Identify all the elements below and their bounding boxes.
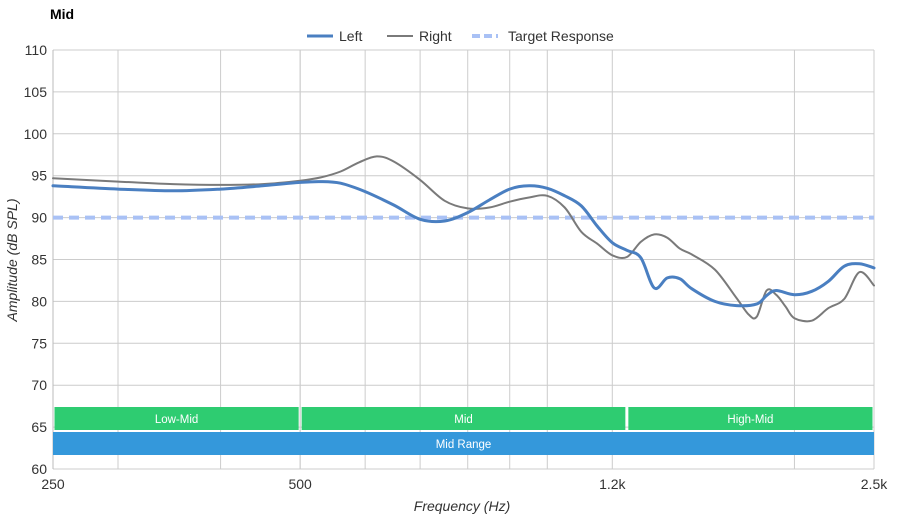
band-label: High-Mid [727, 414, 773, 426]
y-tick-label: 110 [25, 42, 48, 58]
y-tick-label: 75 [31, 335, 47, 351]
band-low-mid [54, 407, 299, 430]
axes: 60 65 70 75 80 85 90 95 100 105 110 250 500 1.2k 2.5k [24, 42, 889, 492]
x-tick-label: 250 [41, 476, 65, 492]
series-line-right [52, 155, 875, 323]
y-tick-label: 70 [31, 377, 47, 393]
legend: Left Right Target Response [307, 28, 614, 44]
y-tick-label: 95 [31, 168, 47, 184]
band-label: Low-Mid [155, 414, 198, 426]
y-tick-label: 60 [31, 461, 47, 477]
frequency-bands: Low-Mid Mid High-Mid Mid Range [53, 407, 874, 455]
chart-title: Mid [50, 6, 74, 22]
x-tick-label: 500 [288, 476, 312, 492]
band-label: Mid [454, 414, 473, 426]
x-tick-label: 2.5k [861, 476, 888, 492]
series-line-left [51, 180, 876, 308]
y-tick-label: 85 [31, 252, 47, 268]
x-axis-title: Frequency (Hz) [414, 498, 510, 514]
y-tick-label: 90 [31, 210, 47, 226]
legend-label: Target Response [508, 28, 614, 44]
legend-label: Left [339, 28, 362, 44]
y-tick-label: 80 [31, 293, 47, 309]
grid [52, 49, 875, 470]
band-mid-range [53, 432, 874, 455]
y-tick-label: 65 [31, 419, 47, 435]
band-mid [301, 407, 626, 430]
y-tick-label: 105 [24, 84, 48, 100]
band-label: Mid Range [436, 439, 492, 451]
x-tick-label: 1.2k [599, 476, 626, 492]
y-tick-label: 100 [24, 126, 48, 142]
legend-label: Right [419, 28, 452, 44]
y-axis-title: Amplitude (dB SPL) [4, 199, 20, 323]
series-lines [51, 155, 876, 323]
band-high-mid [628, 407, 873, 430]
